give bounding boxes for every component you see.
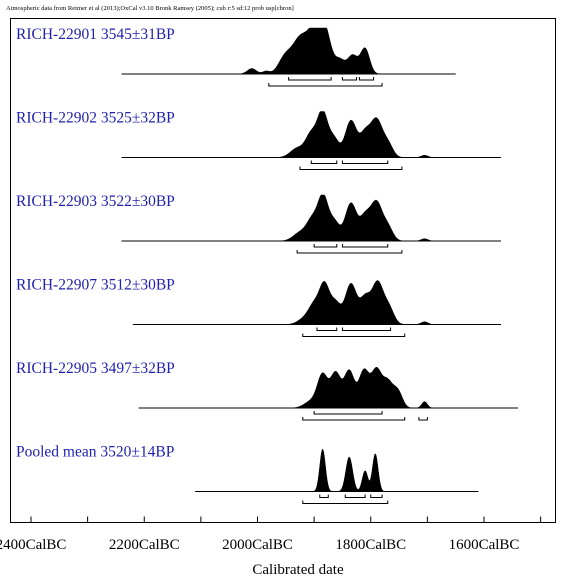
range-1sigma-bracket: [313, 244, 338, 248]
range-2sigma-bracket: [302, 333, 406, 337]
chart-header: Atmospheric data from Reimer et al (2013…: [6, 5, 294, 12]
calibration-row: RICH-22903 3522±30BP: [16, 193, 501, 254]
probability-distribution: [121, 111, 501, 158]
range-1sigma-bracket: [341, 77, 358, 81]
probability-distribution: [132, 280, 501, 325]
plot-frame: [10, 18, 556, 523]
tick-label: 2200CalBC: [109, 537, 180, 553]
probability-distribution: [121, 194, 501, 242]
sample-label: RICH-22902 3525±32BP: [16, 110, 175, 127]
range-2sigma-bracket: [268, 83, 383, 87]
range-1sigma-bracket: [288, 77, 332, 81]
calibration-row: RICH-22907 3512±30BP: [16, 277, 501, 337]
calibration-row: RICH-22902 3525±32BP: [16, 110, 501, 170]
range-1sigma-bracket: [341, 327, 392, 331]
range-1sigma-bracket: [341, 160, 389, 164]
range-1sigma-bracket: [344, 494, 366, 498]
range-2sigma-bracket: [302, 500, 389, 504]
range-2sigma-bracket: [299, 166, 403, 170]
range-1sigma-bracket: [316, 327, 338, 331]
sample-label: RICH-22907 3512±30BP: [16, 277, 175, 294]
probability-distribution: [121, 27, 456, 75]
calibration-rows: RICH-22901 3545±31BP RICH-22902 3525±32BP…: [16, 26, 518, 504]
probability-distribution: [195, 448, 479, 492]
sample-label: RICH-22903 3522±30BP: [16, 193, 175, 210]
calibration-row: Pooled mean 3520±14BP: [16, 444, 479, 504]
range-2sigma-bracket: [302, 417, 406, 421]
range-1sigma-bracket: [310, 160, 338, 164]
sample-label: Pooled mean 3520±14BP: [16, 444, 174, 461]
sample-label: RICH-22901 3545±31BP: [16, 26, 175, 43]
probability-distribution: [138, 366, 518, 409]
range-1sigma-bracket: [319, 494, 329, 498]
range-2sigma-bracket: [418, 417, 428, 421]
tick-label: 1600CalBC: [449, 537, 520, 553]
range-1sigma-bracket: [358, 77, 375, 81]
tick-label: 2000CalBC: [222, 537, 293, 553]
x-axis: 2400CalBC 2200CalBC 2000CalBC 1800CalBC 1600…: [0, 516, 542, 553]
calibration-row: RICH-22901 3545±31BP: [16, 26, 456, 87]
range-1sigma-bracket: [313, 411, 383, 415]
tick-label: 2400CalBC: [0, 537, 66, 553]
sample-label: RICH-22905 3497±32BP: [16, 360, 175, 377]
range-2sigma-bracket: [296, 250, 403, 254]
calibration-row: RICH-22905 3497±32BP: [16, 360, 518, 421]
tick-label: 1800CalBC: [335, 537, 406, 553]
range-1sigma-bracket: [341, 244, 389, 248]
x-axis-title: Calibrated date: [252, 562, 344, 578]
range-1sigma-bracket: [370, 494, 383, 498]
